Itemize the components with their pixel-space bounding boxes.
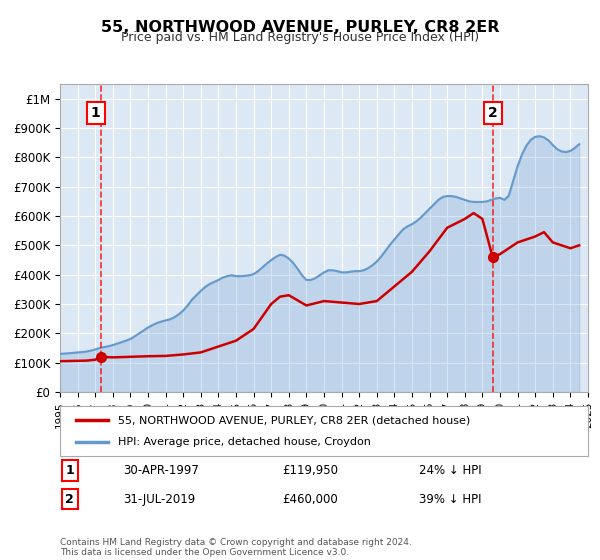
Text: 30-APR-1997: 30-APR-1997	[124, 464, 199, 477]
Text: 2: 2	[65, 493, 74, 506]
Text: Price paid vs. HM Land Registry's House Price Index (HPI): Price paid vs. HM Land Registry's House …	[121, 31, 479, 44]
Text: 24% ↓ HPI: 24% ↓ HPI	[419, 464, 482, 477]
Text: 1: 1	[91, 106, 101, 120]
Text: 55, NORTHWOOD AVENUE, PURLEY, CR8 2ER (detached house): 55, NORTHWOOD AVENUE, PURLEY, CR8 2ER (d…	[118, 415, 470, 425]
Text: 31-JUL-2019: 31-JUL-2019	[124, 493, 196, 506]
Text: 55, NORTHWOOD AVENUE, PURLEY, CR8 2ER: 55, NORTHWOOD AVENUE, PURLEY, CR8 2ER	[101, 20, 499, 35]
Text: 39% ↓ HPI: 39% ↓ HPI	[419, 493, 482, 506]
Text: £119,950: £119,950	[282, 464, 338, 477]
Text: Contains HM Land Registry data © Crown copyright and database right 2024.
This d: Contains HM Land Registry data © Crown c…	[60, 538, 412, 557]
Text: 1: 1	[65, 464, 74, 477]
Text: £460,000: £460,000	[282, 493, 338, 506]
Text: 2: 2	[488, 106, 497, 120]
Text: HPI: Average price, detached house, Croydon: HPI: Average price, detached house, Croy…	[118, 437, 371, 447]
